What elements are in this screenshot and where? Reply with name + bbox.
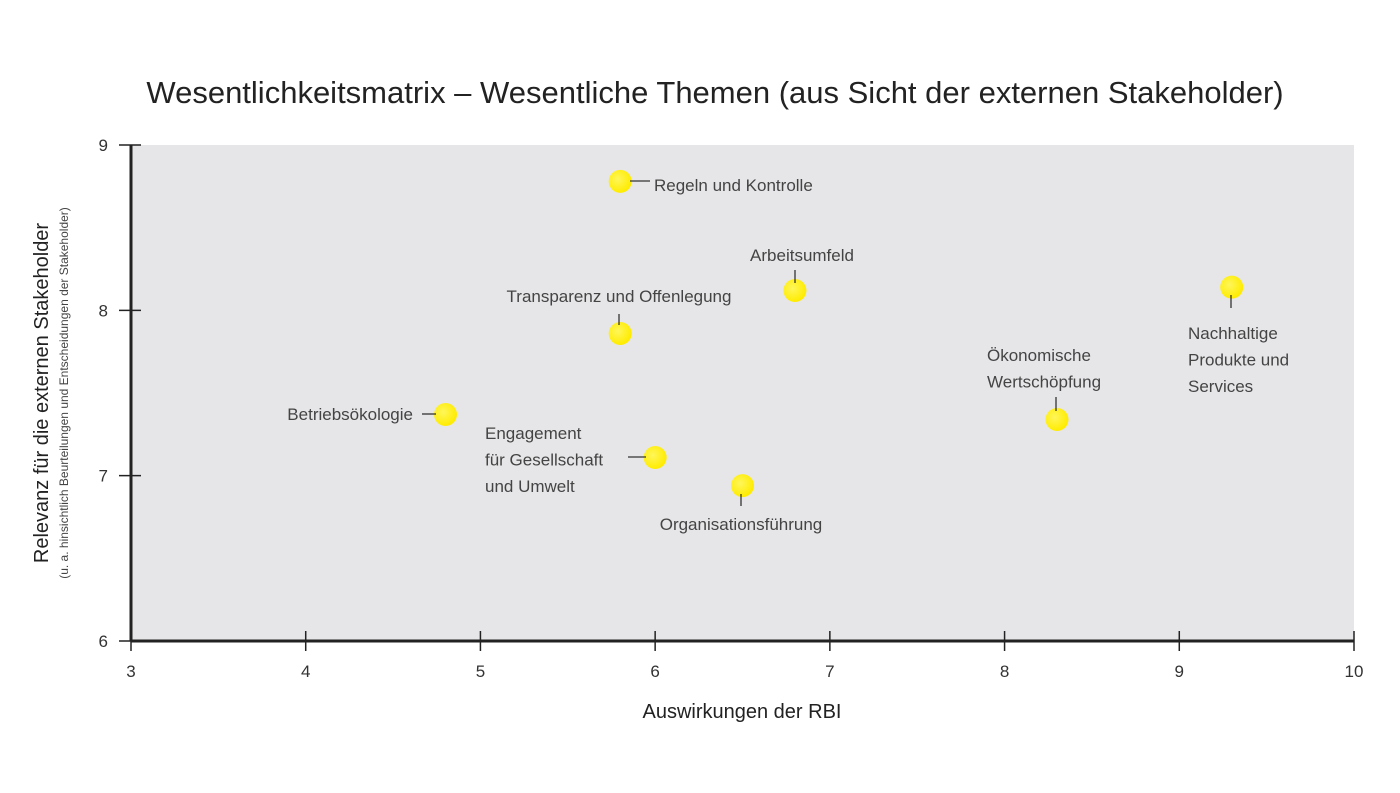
point-marker [608,321,632,345]
x-tick-label: 3 [126,662,135,681]
point-label: Engagement [485,424,582,443]
data-point: Betriebsökologie [287,402,457,426]
plot-area [131,145,1354,641]
y-tick-label: 6 [99,632,108,651]
point-marker [608,169,632,193]
x-tick-label: 5 [476,662,485,681]
point-marker [783,278,807,302]
data-point: Regeln und Kontrolle [608,169,813,195]
point-marker [731,474,754,498]
point-label: Transparenz und Offenlegung [507,287,732,306]
point-label: und Umwelt [485,477,575,496]
data-point: Ökonomische Wertschöpfung [987,346,1101,431]
point-label: Services [1188,377,1253,396]
point-label: Ökonomische [987,346,1091,365]
point-label: für Gesellschaft [485,451,603,470]
data-point: Transparenz und Offenlegung [507,287,732,345]
point-label: Organisationsführung [660,515,823,534]
x-tick-label: 9 [1175,662,1184,681]
point-label: Arbeitsumfeld [750,246,854,265]
point-label: Betriebsökologie [287,405,413,424]
chart-title: Wesentlichkeitsmatrix – Wesentliche Them… [146,75,1283,110]
data-point: Organisationsführung [660,474,823,534]
x-tick-label: 10 [1345,662,1364,681]
data-point: Arbeitsumfeld [750,246,854,302]
point-label: Nachhaltige [1188,324,1278,343]
y-tick-label: 9 [99,136,108,155]
point-label: Wertschöpfung [987,373,1101,392]
point-marker [1220,275,1244,299]
y-tick-label: 8 [99,301,108,320]
point-marker [433,402,457,426]
point-marker [643,445,667,469]
y-axis-label: Relevanz für die externen Stakeholder [31,223,53,564]
x-tick-label: 4 [301,662,310,681]
x-tick-label: 6 [650,662,659,681]
x-tick-label: 8 [1000,662,1009,681]
x-tick-label: 7 [825,662,834,681]
x-axis-label: Auswirkungen der RBI [643,701,842,723]
point-label: Regeln und Kontrolle [654,176,813,195]
point-label: Produkte und [1188,351,1289,370]
point-marker [1045,407,1069,431]
data-point: Engagement für Gesellschaft und Umwelt [485,424,667,496]
data-point: Nachhaltige Produkte und Services [1188,275,1289,396]
y-tick-label: 7 [99,467,108,486]
y-axis-sublabel: (u. a. hinsichtlich Beurteilungen und En… [57,207,71,579]
